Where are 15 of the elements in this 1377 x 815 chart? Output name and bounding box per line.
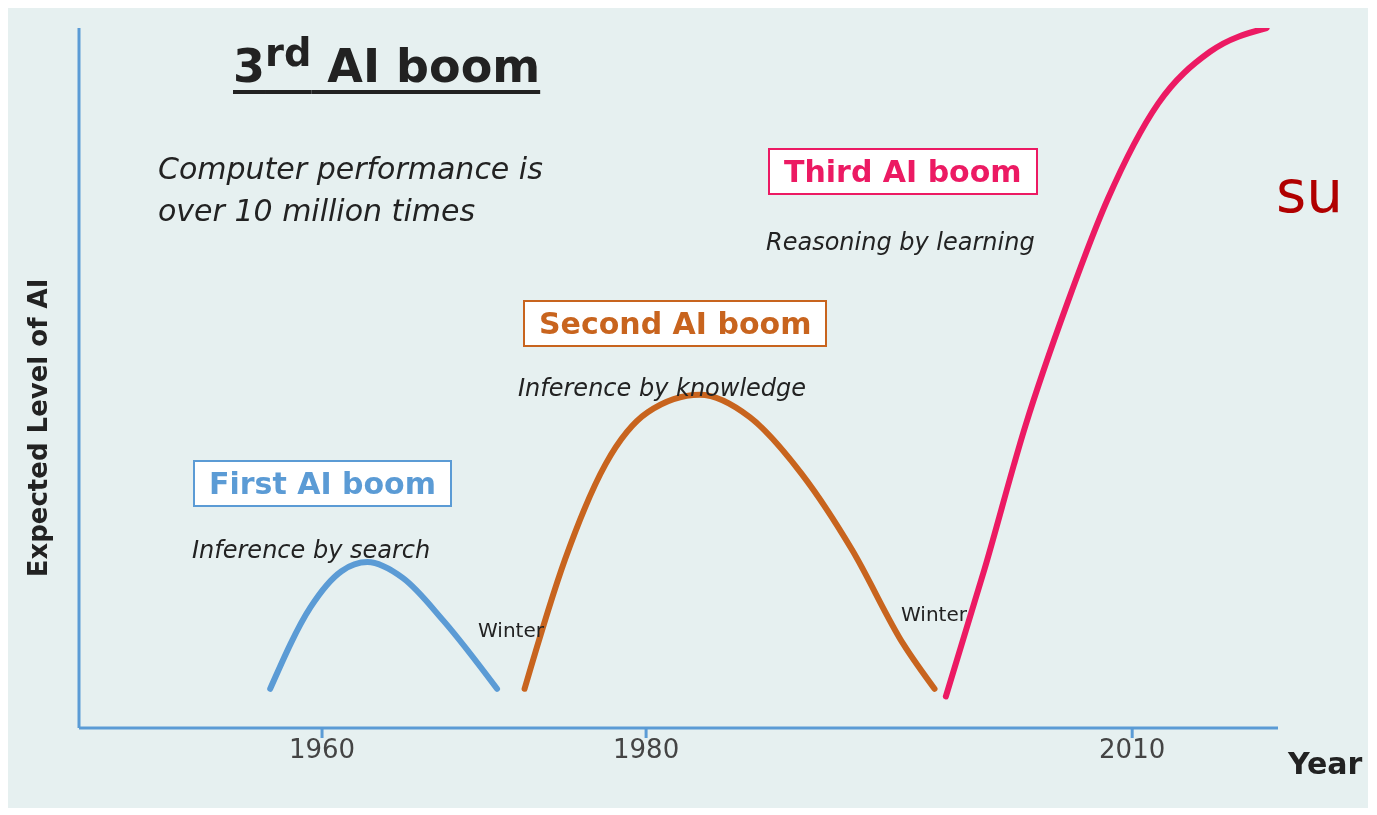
x-tick-label: 1980 [613,734,680,765]
text: First AI boom [193,460,452,507]
x-axis-title: Year [1288,746,1363,781]
annotation: Reasoning by learning [766,228,1035,256]
x-tick-label: 1960 [288,734,356,765]
y-axis-title: Expected Level of AI [23,278,53,578]
annotation: Inference by knowledge [518,374,807,402]
x-tick-label: 2010 [1099,734,1166,765]
annotation: Computer performance is over 10 million times [158,150,544,230]
text: Third AI boom [768,148,1038,195]
annotation: Winter [901,602,967,626]
text: Second AI boom [523,300,828,347]
annotation: Inference by search [192,536,431,564]
chart-title: 3$^{rd}$ AI boom [233,30,541,94]
annotation: su [1276,158,1343,226]
